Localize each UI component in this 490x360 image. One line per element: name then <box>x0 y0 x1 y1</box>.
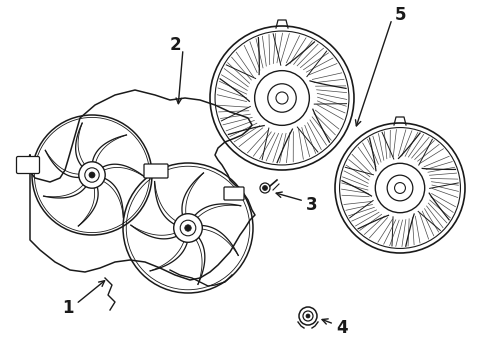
Circle shape <box>85 168 99 182</box>
Circle shape <box>255 71 309 125</box>
FancyBboxPatch shape <box>17 157 40 174</box>
Circle shape <box>173 214 202 242</box>
Circle shape <box>299 307 317 325</box>
Circle shape <box>268 84 296 112</box>
Circle shape <box>375 163 425 213</box>
FancyBboxPatch shape <box>144 164 168 178</box>
Circle shape <box>89 172 95 178</box>
Circle shape <box>394 183 405 193</box>
Circle shape <box>180 220 196 236</box>
Circle shape <box>276 92 288 104</box>
Circle shape <box>387 175 413 201</box>
Text: 4: 4 <box>336 319 348 337</box>
Text: 3: 3 <box>306 196 318 214</box>
Circle shape <box>263 185 268 190</box>
Text: 2: 2 <box>169 36 181 54</box>
Circle shape <box>185 225 191 231</box>
Circle shape <box>79 162 105 188</box>
Text: 5: 5 <box>394 6 406 24</box>
Circle shape <box>260 183 270 193</box>
Circle shape <box>306 314 310 318</box>
FancyBboxPatch shape <box>224 187 244 200</box>
Text: 1: 1 <box>62 299 74 317</box>
Circle shape <box>303 311 313 321</box>
